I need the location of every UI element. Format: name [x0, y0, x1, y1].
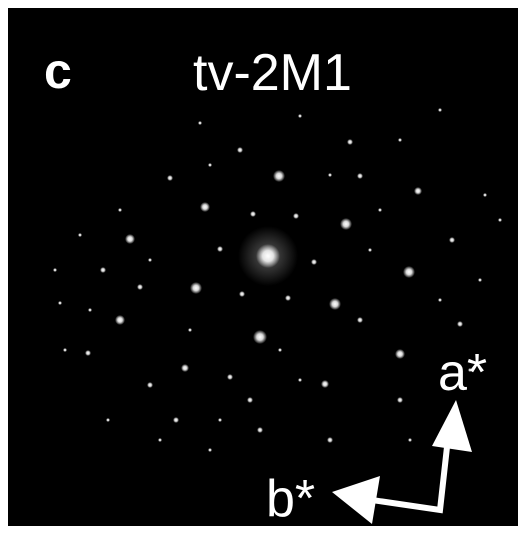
diffraction-spot: [438, 108, 442, 112]
diffraction-spot: [347, 139, 353, 145]
diffraction-spot: [311, 259, 317, 265]
diffraction-spot: [188, 328, 192, 332]
diffraction-spot: [457, 321, 463, 327]
diffraction-spot: [88, 308, 92, 312]
diffraction-spot: [257, 427, 263, 433]
a-star-label: a*: [438, 344, 487, 402]
diffraction-spot: [293, 213, 299, 219]
diffraction-spot: [478, 278, 482, 282]
diffraction-spot: [239, 291, 245, 297]
diffraction-spot: [78, 233, 82, 237]
diffraction-spot: [378, 208, 382, 212]
diffraction-spot: [357, 173, 363, 179]
diffraction-spot: [218, 418, 222, 422]
diffraction-spot: [237, 147, 243, 153]
diffraction-spot: [85, 350, 91, 356]
diffraction-spot: [321, 380, 329, 388]
pattern-title: tv-2M1: [193, 44, 352, 102]
page: {"panel_label": "c", "title": "tv-2M1", …: [0, 0, 526, 534]
diffraction-spot: [483, 193, 487, 197]
diffraction-spot: [100, 267, 106, 273]
diffraction-spot: [298, 114, 302, 118]
b-star-label: b*: [266, 470, 315, 528]
diffraction-spot: [273, 170, 285, 182]
central-beam: [256, 244, 280, 268]
diffraction-spot: [250, 211, 256, 217]
diffraction-spot: [158, 438, 162, 442]
diffraction-spot: [357, 317, 363, 323]
diffraction-spot: [298, 378, 302, 382]
diffraction-spot: [198, 121, 202, 125]
diffraction-spot: [397, 397, 403, 403]
diffraction-spot: [147, 382, 153, 388]
diffraction-spot: [408, 438, 412, 442]
diffraction-spot: [53, 268, 57, 272]
diffraction-spot: [327, 437, 333, 443]
diffraction-spot: [63, 348, 67, 352]
diffraction-spot: [208, 448, 212, 452]
diffraction-spot: [329, 298, 341, 310]
diffraction-spot: [368, 248, 372, 252]
diffraction-spot: [395, 349, 405, 359]
diffraction-spot: [340, 218, 352, 230]
diffraction-spot: [253, 330, 267, 344]
diffraction-spot: [173, 417, 179, 423]
diffraction-spot: [167, 175, 173, 181]
diffraction-spot: [217, 246, 223, 252]
diffraction-spot: [190, 282, 202, 294]
diffraction-spot: [200, 202, 210, 212]
diffraction-figure: c tv-2M1 a* b*: [0, 0, 526, 534]
diffraction-spot: [181, 364, 189, 372]
diffraction-spot: [148, 258, 152, 262]
diffraction-spot: [125, 234, 135, 244]
diffraction-spot: [498, 218, 502, 222]
diffraction-spot: [115, 315, 125, 325]
diffraction-spot: [414, 187, 422, 195]
diffraction-spot: [118, 208, 122, 212]
diffraction-spot: [278, 348, 282, 352]
diffraction-spot: [449, 237, 455, 243]
diffraction-spot: [137, 284, 143, 290]
diffraction-spot: [438, 298, 442, 302]
diffraction-spot: [58, 301, 62, 305]
diffraction-spot: [247, 397, 253, 403]
diffraction-spot: [403, 266, 415, 278]
diffraction-spot: [328, 173, 332, 177]
diffraction-spot: [285, 295, 291, 301]
diffraction-spot: [106, 418, 110, 422]
diffraction-spot: [398, 138, 402, 142]
panel-label: c: [44, 43, 72, 99]
diffraction-spot: [208, 163, 212, 167]
diffraction-spot: [227, 374, 233, 380]
